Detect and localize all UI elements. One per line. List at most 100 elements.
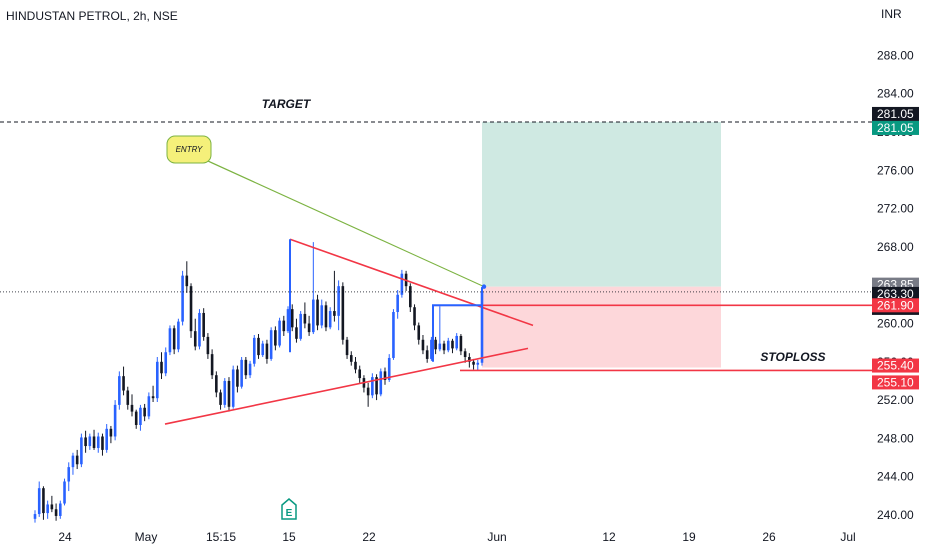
candle-body <box>345 339 349 356</box>
candle-body <box>101 436 104 450</box>
candle-body <box>240 359 243 387</box>
candle-body <box>50 504 54 510</box>
candle-body <box>223 380 227 405</box>
y-tick-label: 276.00 <box>877 163 914 177</box>
candle-body <box>409 286 412 308</box>
candle-body <box>299 313 302 339</box>
candle-body <box>71 455 75 468</box>
candle-body <box>442 343 446 351</box>
candle-body <box>278 320 281 346</box>
candle-body <box>54 509 58 516</box>
candle-body <box>455 335 458 349</box>
candle-body <box>438 343 442 350</box>
candle-body <box>265 343 269 359</box>
candle-body <box>333 311 336 316</box>
candle-body <box>80 437 83 465</box>
target-label: TARGET <box>262 97 312 111</box>
candle-body <box>476 362 480 365</box>
candle-body <box>130 404 134 412</box>
candle-body <box>147 396 151 417</box>
entry-callout-pointer <box>194 154 485 288</box>
candle-body <box>286 309 290 332</box>
price-tag: 255.10 <box>872 375 919 390</box>
support-trendline[interactable] <box>164 347 529 425</box>
candle-body <box>172 328 176 350</box>
candle-body <box>231 369 235 407</box>
entry-callout[interactable] <box>166 135 212 164</box>
candle-body <box>67 467 71 482</box>
earnings-icon[interactable] <box>281 498 297 520</box>
candle-body <box>84 437 87 447</box>
candle-body <box>417 325 421 340</box>
y-tick-label: 240.00 <box>877 508 914 522</box>
candle-body <box>227 380 231 407</box>
candle-body <box>282 320 286 332</box>
price-tag-label: 255.40 <box>877 359 914 373</box>
price-tag-background <box>872 120 919 135</box>
candle-body <box>413 307 416 326</box>
candle-body <box>307 323 311 333</box>
x-tick-label: 15:15 <box>206 530 236 544</box>
price-tag: 281.05 <box>872 106 919 121</box>
y-tick-label: 248.00 <box>877 431 914 445</box>
candle-body <box>219 392 222 405</box>
price-tag-background <box>872 286 919 301</box>
candle-body <box>236 369 239 387</box>
candle-body <box>341 286 345 340</box>
y-tick-label: 252.00 <box>877 393 914 407</box>
drawings[interactable] <box>0 121 872 425</box>
time-axis[interactable]: 24 May 15:15 15 22 Jun 12 19 26 Jul <box>58 530 855 544</box>
resistance-trendline[interactable] <box>289 238 534 327</box>
candle-body <box>303 313 307 324</box>
candle-body <box>248 363 252 376</box>
x-tick-label: Jun <box>487 530 506 544</box>
y-tick-label: 260.00 <box>877 317 914 331</box>
price-axis[interactable]: 240.00244.00248.00252.00256.00260.00264.… <box>872 0 932 550</box>
price-tag: 255.40 <box>872 358 919 373</box>
candle-body <box>63 481 66 504</box>
candle-body <box>122 376 125 391</box>
candle-body <box>316 299 319 326</box>
candle-body <box>349 355 353 362</box>
candle-body <box>37 488 41 515</box>
y-tick-label: 288.00 <box>877 48 914 62</box>
position-zones <box>482 121 721 368</box>
candle-body <box>210 354 214 376</box>
candle-body <box>134 411 138 425</box>
x-tick-label: 22 <box>362 530 376 544</box>
candle-body <box>446 340 450 351</box>
candle-body <box>177 321 180 350</box>
price-tag-label: 281.05 <box>877 121 914 135</box>
target-zone[interactable] <box>482 121 721 287</box>
symbol-title[interactable]: HINDUSTAN PETROL, 2h, NSE <box>6 9 178 23</box>
price-tag-label: 263.30 <box>877 287 914 301</box>
earnings-marker[interactable]: E <box>281 498 297 520</box>
candle-body <box>371 377 374 396</box>
candle-body <box>113 404 117 437</box>
candle-body <box>451 340 454 349</box>
candle-body <box>324 305 328 328</box>
x-tick-label: 19 <box>682 530 696 544</box>
candle-body <box>109 428 113 437</box>
candle-body <box>88 436 92 447</box>
candle-body <box>206 336 210 355</box>
price-axis-background <box>872 0 932 550</box>
x-tick-label: 24 <box>58 530 72 544</box>
candle-body <box>383 371 387 380</box>
candle-body <box>337 286 340 316</box>
breakout-marker-line[interactable] <box>432 304 482 362</box>
candle-body <box>168 328 172 353</box>
candle-body <box>400 273 404 295</box>
stoploss-zone[interactable] <box>482 286 721 368</box>
candle-body <box>396 294 399 313</box>
candle-body <box>463 351 467 358</box>
candle-body <box>274 330 277 346</box>
earnings-icon-letter: E <box>286 508 293 519</box>
candle-body <box>185 275 189 287</box>
candle-body <box>459 335 463 352</box>
candle-body <box>193 331 197 347</box>
candle-body <box>189 286 193 332</box>
candle-body <box>215 375 218 393</box>
